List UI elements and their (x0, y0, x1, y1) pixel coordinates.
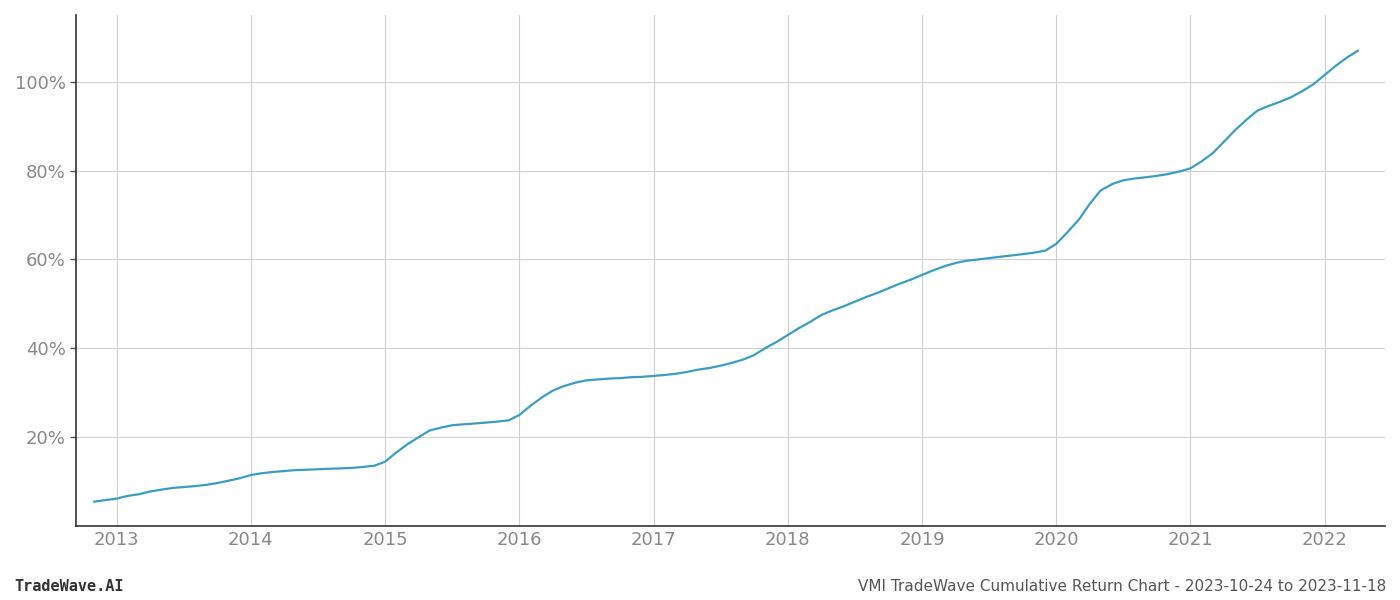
Text: VMI TradeWave Cumulative Return Chart - 2023-10-24 to 2023-11-18: VMI TradeWave Cumulative Return Chart - … (858, 579, 1386, 594)
Text: TradeWave.AI: TradeWave.AI (14, 579, 123, 594)
